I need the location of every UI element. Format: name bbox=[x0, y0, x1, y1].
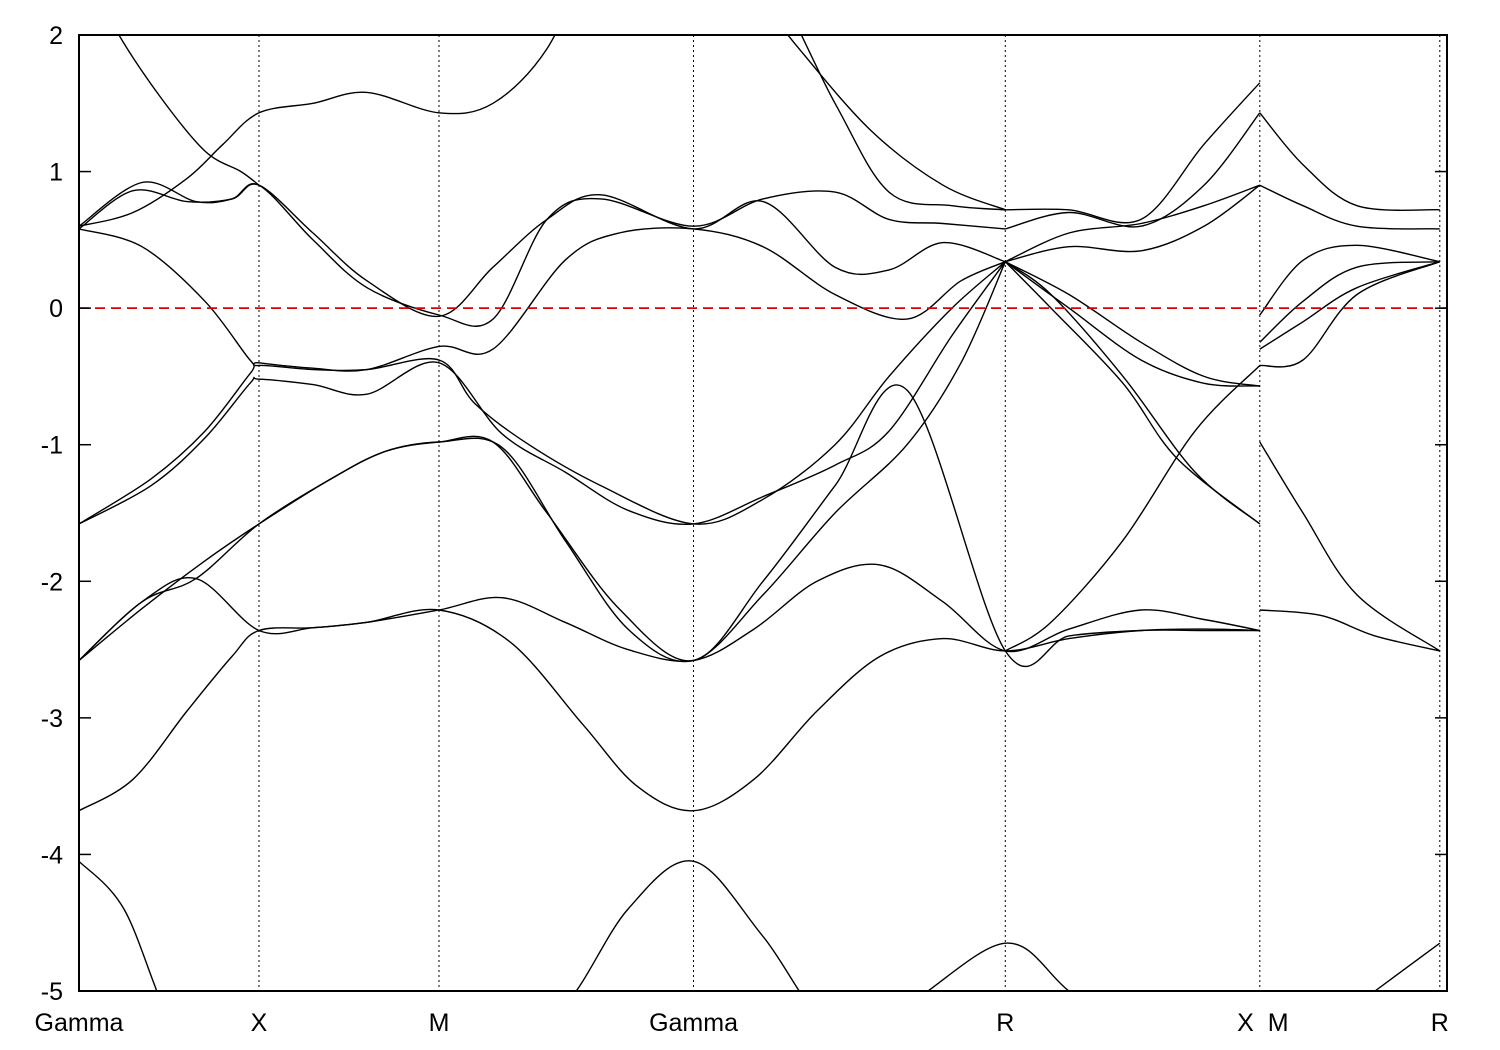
y-tick-label: -5 bbox=[41, 978, 63, 1006]
y-tick-label: 2 bbox=[49, 22, 63, 50]
y-tick-label: -3 bbox=[41, 705, 63, 733]
band-line-24 bbox=[1005, 112, 1261, 230]
band-line-9 bbox=[79, 261, 1006, 526]
x-tick-label: X bbox=[251, 1009, 268, 1037]
plot-frame bbox=[78, 34, 1448, 992]
x-tick-label: Gamma bbox=[649, 1009, 738, 1037]
y-tick-label: 0 bbox=[49, 295, 63, 323]
x-tick-label: X bbox=[1237, 1009, 1254, 1037]
x-tick-label: M bbox=[1268, 1009, 1289, 1037]
x-tick-label: M bbox=[429, 1009, 450, 1037]
x-tick-label: R bbox=[996, 1009, 1014, 1037]
band-line-30 bbox=[786, 35, 1006, 211]
band-line-27 bbox=[1259, 112, 1440, 211]
x-tick-label: Gamma bbox=[35, 1009, 124, 1037]
band-line-20 bbox=[79, 35, 1006, 227]
band-line-2 bbox=[79, 608, 1260, 812]
band-line-23 bbox=[1005, 82, 1261, 224]
band-line-15 bbox=[1004, 261, 1260, 387]
band-line-22 bbox=[79, 183, 1006, 318]
band-line-21 bbox=[79, 181, 1006, 327]
band-line-16 bbox=[1259, 261, 1441, 368]
band-line-0 bbox=[79, 860, 1071, 991]
band-line-18 bbox=[1259, 244, 1440, 316]
band-line-6 bbox=[79, 261, 1006, 663]
bands bbox=[79, 35, 1441, 991]
band-line-1 bbox=[1373, 942, 1441, 991]
band-line-3 bbox=[1259, 609, 1440, 652]
x-tick-label: R bbox=[1431, 1009, 1449, 1037]
band-line-8 bbox=[1259, 441, 1441, 652]
band-line-19 bbox=[1259, 261, 1441, 350]
kpoint-grid-lines bbox=[258, 35, 1441, 991]
band-line-10 bbox=[79, 261, 1006, 525]
y-tick-label: -1 bbox=[41, 432, 63, 460]
x-tick-labels: Gamma X M Gamma R X M R bbox=[35, 1009, 1449, 1037]
y-tick-label: -2 bbox=[41, 568, 63, 596]
y-tick-labels: 2 1 0 -1 -2 -3 -4 -5 bbox=[41, 22, 63, 1006]
band-line-4 bbox=[79, 563, 1260, 662]
band-line-29 bbox=[118, 35, 260, 186]
y-tick-label: -4 bbox=[41, 841, 63, 869]
axis-ticks bbox=[79, 34, 1447, 992]
band-line-28 bbox=[1259, 184, 1440, 230]
band-line-7 bbox=[1004, 365, 1261, 652]
y-tick-label: 1 bbox=[49, 159, 63, 187]
band-line-14 bbox=[1004, 261, 1260, 387]
band-line-26 bbox=[1005, 184, 1261, 263]
band-line-13 bbox=[1004, 261, 1261, 525]
band-line-11 bbox=[79, 227, 1006, 372]
band-line-17 bbox=[1259, 261, 1440, 343]
band-line-25 bbox=[1005, 184, 1261, 263]
